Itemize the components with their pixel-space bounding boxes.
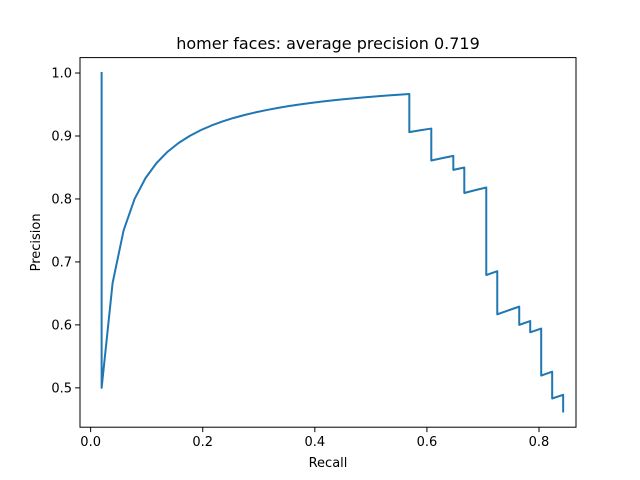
y-tick-label: 0.9 bbox=[51, 129, 72, 144]
x-axis-ticks: 0.0 0.2 0.4 0.6 0.8 bbox=[80, 427, 549, 450]
axes-frame bbox=[79, 57, 577, 428]
x-tick-label: 0.2 bbox=[192, 435, 213, 450]
x-tick-label: 0.6 bbox=[417, 435, 438, 450]
y-tick-label: 0.8 bbox=[51, 192, 72, 207]
chart-title: homer faces: average precision 0.719 bbox=[176, 34, 480, 53]
plot-area bbox=[80, 57, 576, 428]
precision-recall-line bbox=[100, 72, 565, 413]
y-axis-label: Precision bbox=[29, 213, 44, 271]
x-tick-label: 0.0 bbox=[80, 435, 101, 450]
y-tick-label: 0.7 bbox=[51, 255, 72, 270]
y-tick-label: 0.5 bbox=[51, 381, 72, 396]
x-axis-label: Recall bbox=[309, 456, 348, 471]
y-axis-ticks: 0.5 0.6 0.7 0.8 0.9 1.0 bbox=[51, 67, 80, 396]
x-tick-label: 0.8 bbox=[529, 435, 550, 450]
y-tick-label: 1.0 bbox=[51, 67, 72, 82]
y-tick-label: 0.6 bbox=[51, 318, 72, 333]
x-tick-label: 0.4 bbox=[304, 435, 325, 450]
